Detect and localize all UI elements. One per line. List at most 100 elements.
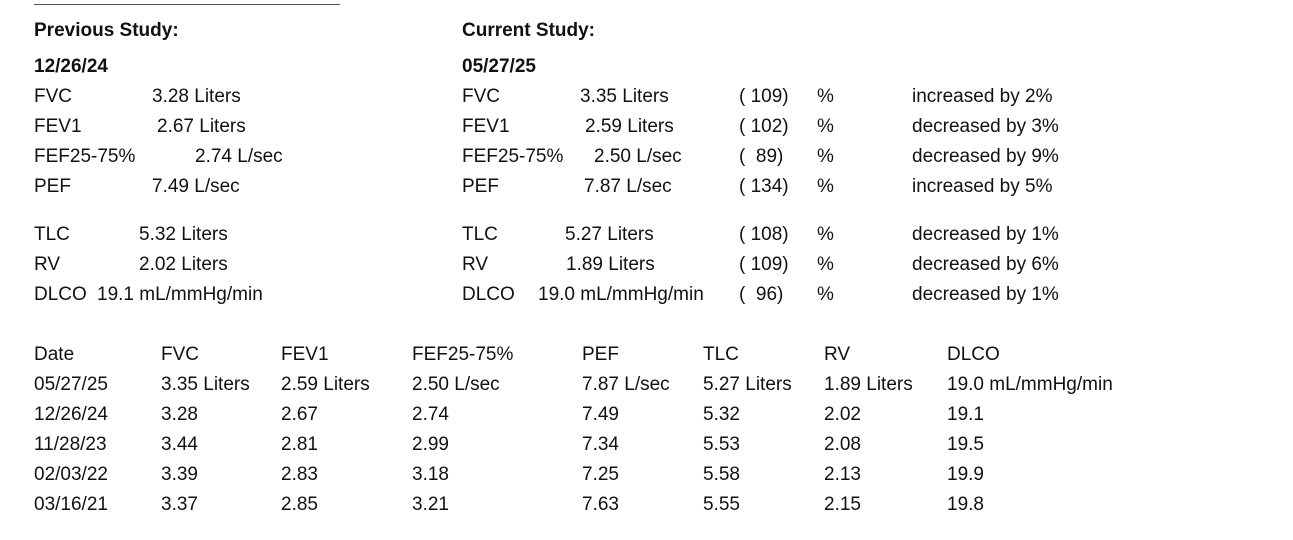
current-label: FVC	[462, 86, 500, 107]
top-rule	[34, 4, 340, 5]
table-cell: 12/26/24	[34, 404, 108, 425]
table-cell: 2.02	[824, 404, 861, 425]
table-cell: 2.81	[281, 434, 318, 455]
column-header: DLCO	[947, 344, 1000, 365]
percent-sign: %	[817, 86, 834, 107]
change-text: decreased by 9%	[912, 146, 1059, 167]
change-text: decreased by 1%	[912, 224, 1059, 245]
table-cell: 5.53	[703, 434, 740, 455]
column-header: PEF	[582, 344, 619, 365]
table-cell: 3.39	[161, 464, 198, 485]
table-cell: 2.99	[412, 434, 449, 455]
column-header: Date	[34, 344, 75, 365]
current-study-date: 05/27/25	[462, 56, 536, 77]
table-cell: 5.58	[703, 464, 740, 485]
table-cell: 3.28	[161, 404, 198, 425]
previous-value: 5.32 Liters	[139, 224, 228, 245]
current-value: 19.0 mL/mmHg/min	[538, 284, 704, 305]
current-label: FEV1	[462, 116, 510, 137]
current-label: PEF	[462, 176, 499, 197]
table-cell: 5.27 Liters	[703, 374, 792, 395]
table-cell: 02/03/22	[34, 464, 108, 485]
table-cell: 11/28/23	[34, 434, 107, 455]
column-header: FEV1	[281, 344, 329, 365]
previous-value: 7.49 L/sec	[152, 176, 240, 197]
percent-predicted: ( 134)	[739, 176, 789, 197]
table-cell: 19.9	[947, 464, 984, 485]
current-value: 1.89 Liters	[566, 254, 655, 275]
table-cell: 2.67	[281, 404, 318, 425]
current-label: RV	[462, 254, 489, 275]
table-cell: 1.89 Liters	[824, 374, 913, 395]
current-value: 2.59 Liters	[585, 116, 674, 137]
change-text: decreased by 6%	[912, 254, 1059, 275]
percent-sign: %	[817, 254, 834, 275]
current-value: 7.87 L/sec	[584, 176, 672, 197]
table-cell: 2.15	[824, 494, 861, 515]
change-text: increased by 2%	[912, 86, 1053, 107]
table-cell: 2.83	[281, 464, 318, 485]
previous-label: PEF	[34, 176, 71, 197]
current-value: 5.27 Liters	[565, 224, 654, 245]
percent-sign: %	[817, 224, 834, 245]
percent-sign: %	[817, 146, 834, 167]
table-cell: 7.34	[582, 434, 619, 455]
table-cell: 7.25	[582, 464, 619, 485]
percent-sign: %	[817, 176, 834, 197]
table-cell: 2.59 Liters	[281, 374, 370, 395]
previous-label: DLCO	[34, 284, 87, 305]
table-cell: 2.74	[412, 404, 449, 425]
table-cell: 3.44	[161, 434, 198, 455]
previous-label: RV	[34, 254, 61, 275]
previous-label: FVC	[34, 86, 72, 107]
percent-predicted: ( 109)	[739, 254, 789, 275]
table-cell: 03/16/21	[34, 494, 108, 515]
table-cell: 2.08	[824, 434, 861, 455]
table-cell: 7.63	[582, 494, 619, 515]
previous-study-date: 12/26/24	[34, 56, 108, 77]
percent-predicted: ( 108)	[739, 224, 789, 245]
percent-sign: %	[817, 284, 834, 305]
previous-label: FEV1	[34, 116, 82, 137]
previous-study-heading: Previous Study:	[34, 20, 179, 41]
percent-predicted: ( 102)	[739, 116, 789, 137]
column-header: RV	[824, 344, 851, 365]
table-cell: 5.32	[703, 404, 740, 425]
table-cell: 3.35 Liters	[161, 374, 250, 395]
previous-value: 3.28 Liters	[152, 86, 241, 107]
previous-value: 2.67 Liters	[157, 116, 246, 137]
table-cell: 3.37	[161, 494, 198, 515]
percent-sign: %	[817, 116, 834, 137]
table-cell: 19.8	[947, 494, 984, 515]
column-header: FVC	[161, 344, 199, 365]
table-cell: 2.50 L/sec	[412, 374, 500, 395]
current-label: FEF25-75%	[462, 146, 564, 167]
current-label: DLCO	[462, 284, 515, 305]
current-study-heading: Current Study:	[462, 20, 595, 41]
table-cell: 2.85	[281, 494, 318, 515]
change-text: increased by 5%	[912, 176, 1053, 197]
current-label: TLC	[462, 224, 498, 245]
table-cell: 7.87 L/sec	[582, 374, 670, 395]
table-cell: 3.18	[412, 464, 449, 485]
table-cell: 19.5	[947, 434, 984, 455]
current-value: 3.35 Liters	[580, 86, 669, 107]
percent-predicted: ( 89)	[739, 146, 784, 167]
percent-predicted: ( 109)	[739, 86, 789, 107]
current-value: 2.50 L/sec	[594, 146, 682, 167]
previous-label: FEF25-75%	[34, 146, 136, 167]
table-cell: 7.49	[582, 404, 619, 425]
previous-value: 2.74 L/sec	[195, 146, 283, 167]
previous-label: TLC	[34, 224, 70, 245]
previous-value: 2.02 Liters	[139, 254, 228, 275]
column-header: TLC	[703, 344, 739, 365]
change-text: decreased by 3%	[912, 116, 1059, 137]
table-cell: 3.21	[412, 494, 449, 515]
change-text: decreased by 1%	[912, 284, 1059, 305]
table-cell: 2.13	[824, 464, 861, 485]
percent-predicted: ( 96)	[739, 284, 784, 305]
column-header: FEF25-75%	[412, 344, 514, 365]
previous-value: 19.1 mL/mmHg/min	[97, 284, 263, 305]
table-cell: 19.0 mL/mmHg/min	[947, 374, 1113, 395]
table-cell: 19.1	[947, 404, 984, 425]
